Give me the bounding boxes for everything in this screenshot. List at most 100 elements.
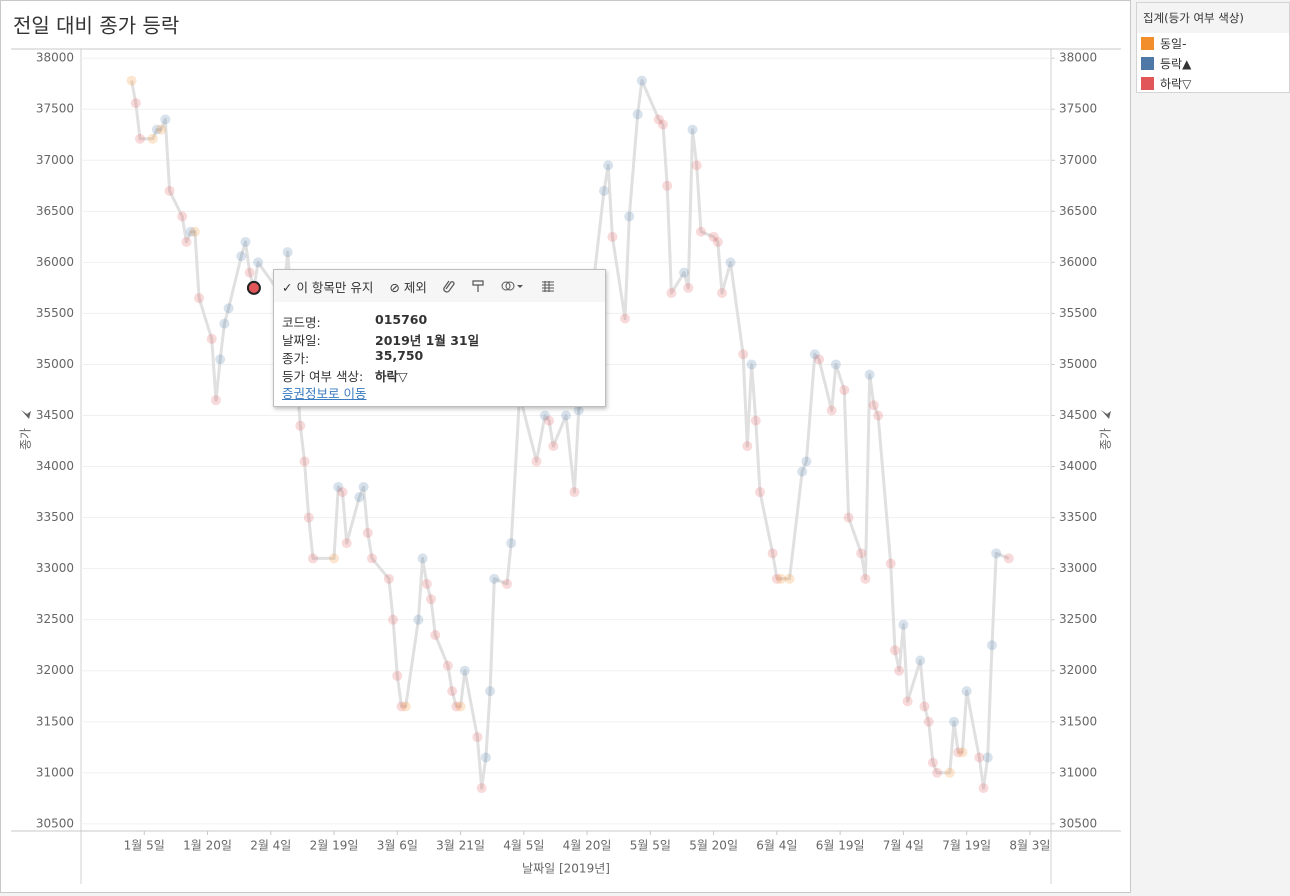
tooltip-value: 015760: [375, 312, 428, 327]
point: [666, 287, 677, 298]
point: [126, 75, 137, 86]
x-tick-label: 5월 5일: [630, 839, 671, 853]
point: [927, 757, 938, 768]
securities-link[interactable]: 증권정보로 이동: [282, 386, 367, 401]
chart-title: 전일 대비 종가 등락: [13, 14, 179, 38]
point: [961, 686, 972, 697]
x-tick-label: 6월 4일: [756, 839, 797, 853]
point: [388, 614, 399, 625]
point: [839, 384, 850, 395]
point: [632, 109, 643, 120]
pin-icon[interactable]: [21, 410, 31, 419]
point: [784, 573, 795, 584]
price-line: [130, 79, 1010, 790]
keep-only-button[interactable]: ✓ 이 항목만 유지: [282, 279, 374, 295]
point: [573, 405, 584, 416]
y-tick-label: 35000: [36, 357, 74, 371]
x-axis-title: 날짜일 [2019년]: [522, 862, 610, 876]
point: [750, 415, 761, 426]
point: [206, 333, 217, 344]
y-axis-title: 종가: [19, 428, 33, 450]
point: [695, 226, 706, 237]
tooltip-label: 종가:: [282, 351, 310, 366]
x-tick-label: 2월 19일: [310, 839, 359, 853]
point: [755, 487, 765, 498]
point: [717, 287, 728, 298]
point: [459, 665, 470, 676]
point: [712, 236, 723, 247]
attach-icon[interactable]: [443, 279, 455, 293]
point: [902, 696, 913, 707]
point: [982, 752, 993, 763]
format-icon[interactable]: [471, 279, 485, 293]
legend-swatch: [1141, 76, 1154, 90]
y-tick-label: 35500: [36, 306, 74, 320]
point: [603, 160, 614, 171]
y2-tick-label: 36500: [1059, 204, 1097, 218]
tooltip-label: 코드명:: [282, 315, 321, 330]
point: [607, 231, 618, 242]
selected-point[interactable]: [246, 280, 261, 295]
point: [957, 747, 968, 758]
y-tick-label: 31000: [36, 765, 74, 779]
point: [991, 548, 1002, 559]
y2-tick-label: 34000: [1059, 459, 1097, 473]
point: [814, 354, 825, 365]
point: [480, 752, 491, 763]
view-data-icon[interactable]: [541, 279, 555, 293]
point: [687, 124, 698, 135]
y2-tick-label: 38000: [1059, 51, 1097, 65]
point: [620, 313, 631, 324]
legend-label: 하락▽: [1160, 76, 1192, 91]
point: [624, 211, 635, 222]
point: [742, 441, 753, 452]
point: [662, 180, 673, 191]
chart: 전일 대비 종가 등락 날짜일 [2019년] 종가 종가 30500 31000…: [11, 14, 1121, 884]
point: [944, 767, 955, 778]
x-tick-label: 4월 5일: [503, 839, 544, 853]
legend-item: 동일-: [1137, 33, 1289, 53]
point: [383, 573, 394, 584]
pin-icon[interactable]: [1101, 410, 1111, 419]
point: [240, 236, 251, 247]
x-tick-label: 3월 6일: [377, 839, 418, 853]
point: [476, 783, 487, 794]
point: [215, 354, 226, 365]
x-tick-label: 7월 4일: [883, 839, 924, 853]
point: [548, 441, 559, 452]
x-tick-label: 8월 3일: [1009, 839, 1050, 853]
point: [253, 257, 264, 268]
legend-label: 등락▲: [1160, 56, 1192, 71]
point: [223, 303, 234, 314]
legend-item: 하락▽: [1137, 73, 1289, 93]
point: [392, 670, 403, 681]
point: [949, 716, 959, 727]
point: [358, 481, 369, 492]
chart-pane: 전일 대비 종가 등락 날짜일 [2019년] 종가 종가 30500 31000…: [0, 0, 1131, 893]
point: [455, 701, 466, 712]
point: [333, 481, 344, 492]
point: [413, 614, 424, 625]
legend-title: 집계(등가 여부 색상): [1137, 3, 1289, 33]
point: [771, 573, 782, 584]
x-tick-label: 1월 5일: [124, 839, 165, 853]
point: [295, 420, 306, 431]
point: [919, 701, 930, 712]
point: [898, 619, 909, 630]
tooltip: ✓ 이 항목만 유지 ⊘ 제외 코드명: 015760 날짜일: 2019년 1월 3…: [273, 269, 606, 407]
y2-tick-label: 37000: [1059, 153, 1097, 167]
y-tick-label: 34000: [36, 459, 74, 473]
point: [194, 293, 205, 304]
y2-tick-label: 34500: [1059, 408, 1097, 422]
point: [181, 236, 192, 247]
point: [185, 226, 196, 237]
y-tick-label: 33000: [36, 561, 74, 575]
point: [830, 359, 841, 370]
point: [426, 594, 437, 605]
group-icon[interactable]: [501, 279, 525, 293]
legend-swatch: [1141, 36, 1154, 50]
tooltip-label: 등가 여부 색상:: [282, 369, 364, 384]
legend-swatch: [1141, 56, 1154, 70]
exclude-button[interactable]: ⊘ 제외: [389, 279, 427, 295]
y-tick-label: 34500: [36, 408, 74, 422]
